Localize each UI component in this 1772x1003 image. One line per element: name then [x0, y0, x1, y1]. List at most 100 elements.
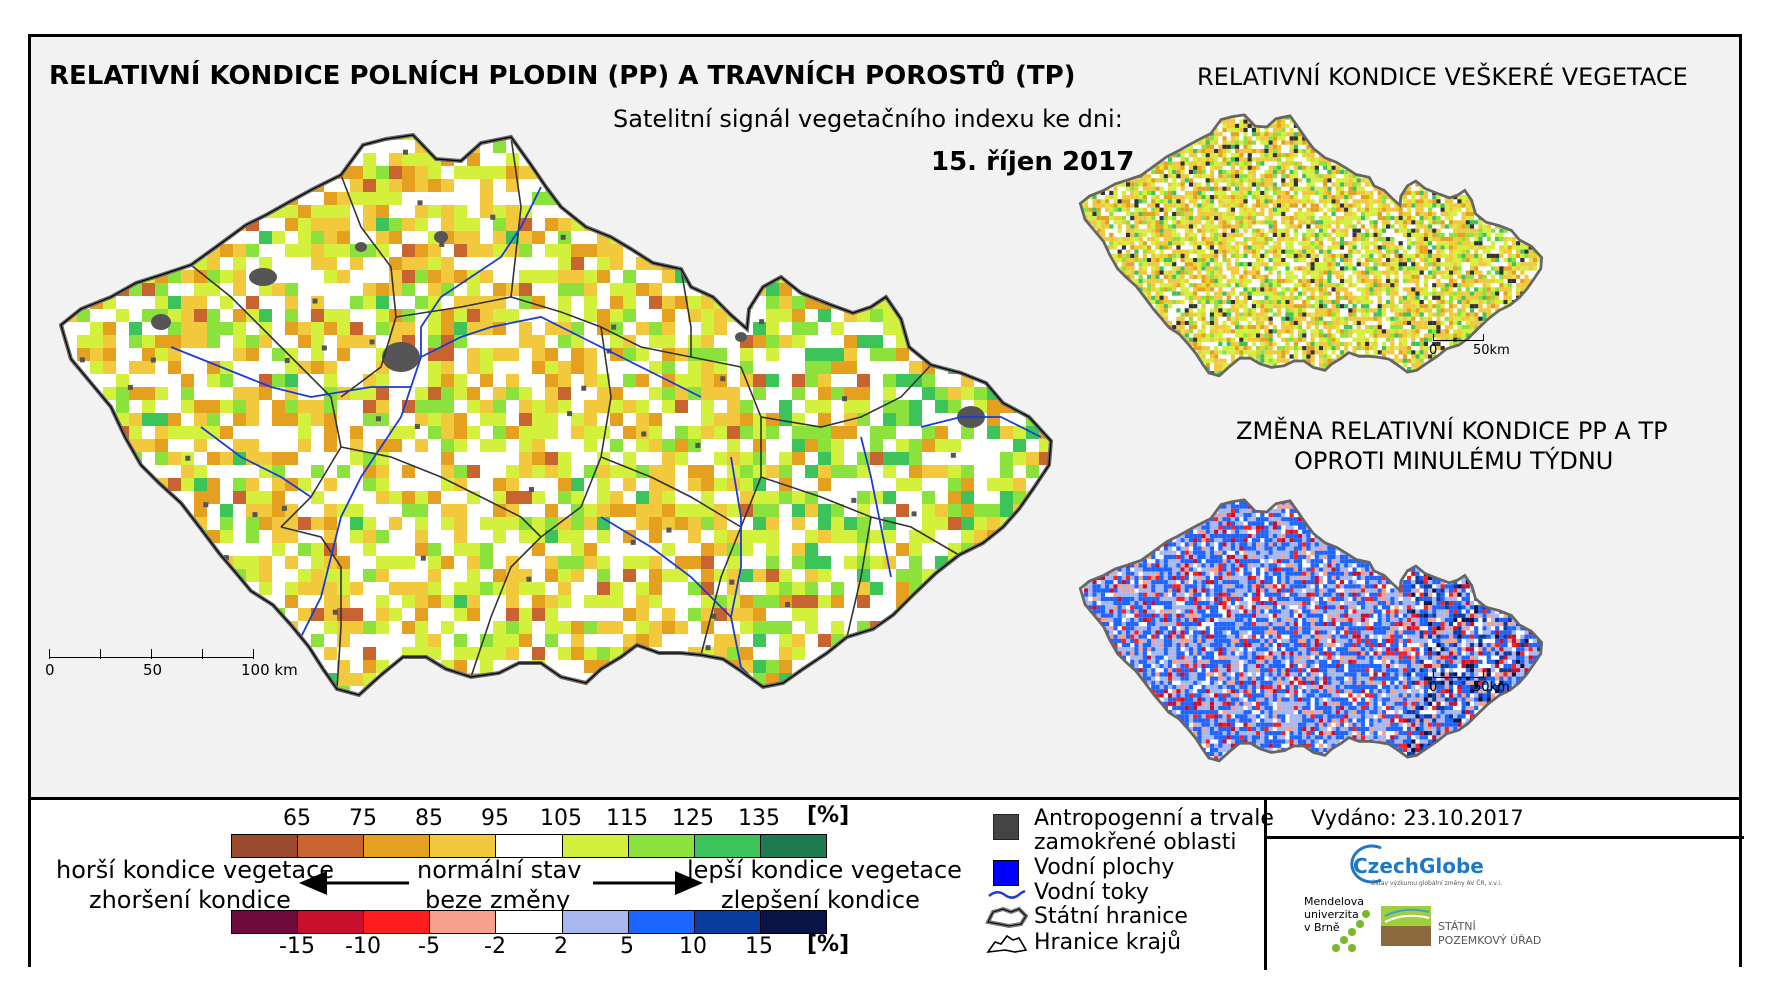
condition-cell	[1052, 673, 1065, 686]
condition-cell	[233, 452, 246, 465]
condition-cell	[662, 361, 675, 374]
condition-cell	[831, 257, 844, 270]
vegetation-cell	[1209, 220, 1215, 225]
vegetation-cell	[1348, 207, 1353, 212]
vegetation-cell	[1297, 216, 1303, 221]
vegetation-cell	[1503, 207, 1508, 212]
condition-cell	[207, 179, 220, 192]
condition-cell	[935, 205, 948, 218]
condition-cell	[207, 491, 220, 504]
vegetation-cell	[1507, 169, 1512, 175]
vegetation-cell	[1260, 237, 1265, 242]
vegetation-cell	[1465, 119, 1470, 124]
condition-cell	[831, 283, 844, 296]
condition-cell	[142, 582, 155, 595]
vegetation-cell	[1256, 195, 1261, 200]
condition-cell	[571, 426, 584, 439]
vegetation-cell	[1427, 237, 1433, 242]
vegetation-cell	[1348, 182, 1353, 187]
vegetation-cell	[1109, 195, 1114, 200]
vegetation-cell	[1306, 123, 1311, 128]
date-label: 15. říjen 2017	[931, 147, 1135, 177]
vegetation-cell	[1524, 182, 1529, 187]
vegetation-cell	[1281, 203, 1286, 208]
condition-cell	[558, 387, 571, 400]
condition-cell	[272, 192, 285, 205]
condition-cell	[428, 400, 441, 413]
vegetation-cell	[1457, 161, 1462, 166]
vegetation-cell	[1398, 169, 1403, 175]
condition-cell	[350, 673, 363, 686]
vegetation-cell	[1230, 119, 1236, 124]
vegetation-cell	[1419, 178, 1424, 183]
condition-cell	[298, 244, 311, 257]
all-vegetation-title: RELATIVNÍ KONDICE VEŠKERÉ VEGETACE	[1197, 63, 1688, 91]
vegetation-cell	[1511, 178, 1517, 183]
condition-cell	[532, 530, 545, 543]
vegetation-cell	[1180, 165, 1185, 170]
condition-cell	[493, 166, 506, 179]
condition-cell	[64, 439, 77, 452]
condition-cell	[948, 322, 961, 335]
vegetation-cell	[1230, 232, 1236, 237]
vegetation-cell	[1293, 144, 1298, 149]
vegetation-cell	[1222, 114, 1227, 116]
vegetation-cell	[1209, 186, 1215, 191]
condition-cell	[610, 686, 623, 695]
vegetation-cell	[1432, 182, 1437, 187]
vegetation-cell	[1184, 136, 1189, 141]
vegetation-cell	[1188, 199, 1194, 204]
vegetation-cell	[1381, 123, 1387, 128]
vegetation-cell	[1151, 153, 1156, 158]
condition-cell	[961, 205, 974, 218]
vegetation-cell	[1545, 153, 1549, 157]
vegetation-cell	[1419, 195, 1424, 200]
condition-cell	[805, 348, 818, 361]
condition-cell	[714, 634, 727, 647]
vegetation-cell	[1243, 203, 1248, 208]
vegetation-cell	[1423, 165, 1428, 170]
vegetation-cell	[1432, 216, 1437, 221]
condition-cell	[623, 400, 636, 413]
vegetation-cell	[1415, 132, 1420, 137]
condition-cell	[649, 296, 662, 309]
condition-cell	[207, 582, 220, 595]
condition-cell	[688, 335, 701, 348]
vegetation-cell	[1310, 220, 1315, 225]
vegetation-cell	[1411, 220, 1416, 225]
condition-cell	[103, 387, 116, 400]
vegetation-cell	[1516, 207, 1521, 212]
condition-cell	[506, 426, 519, 439]
condition-cell	[714, 426, 727, 439]
vegetation-cell	[1260, 140, 1265, 145]
vegetation-cell	[1520, 144, 1525, 149]
condition-cell	[571, 478, 584, 491]
condition-cell	[168, 296, 181, 309]
vegetation-cell	[1256, 178, 1261, 183]
vegetation-cell	[1201, 123, 1206, 128]
vegetation-cell	[1390, 123, 1395, 128]
vegetation-cell	[1457, 157, 1462, 162]
condition-cell	[662, 543, 675, 556]
condition-cell	[467, 231, 480, 244]
vegetation-cell	[1398, 228, 1403, 233]
vegetation-cell	[1339, 153, 1345, 158]
condition-cell	[181, 400, 194, 413]
vegetation-cell	[1251, 182, 1257, 187]
vegetation-cell	[1151, 195, 1156, 200]
condition-cell	[441, 595, 454, 608]
condition-cell	[532, 595, 545, 608]
condition-cell	[844, 335, 857, 348]
vegetation-cell	[1155, 195, 1160, 200]
vegetation-cell	[1490, 195, 1496, 200]
condition-cell	[77, 335, 90, 348]
vegetation-cell	[1302, 114, 1307, 116]
vegetation-cell	[1335, 220, 1340, 225]
vegetation-cell	[1218, 216, 1223, 221]
vegetation-cell	[1314, 140, 1319, 145]
vegetation-cell	[1486, 237, 1491, 242]
vegetation-cell	[1390, 148, 1395, 154]
condition-cell	[805, 582, 818, 595]
vegetation-cell	[1503, 165, 1508, 170]
vegetation-cell	[1272, 136, 1277, 141]
